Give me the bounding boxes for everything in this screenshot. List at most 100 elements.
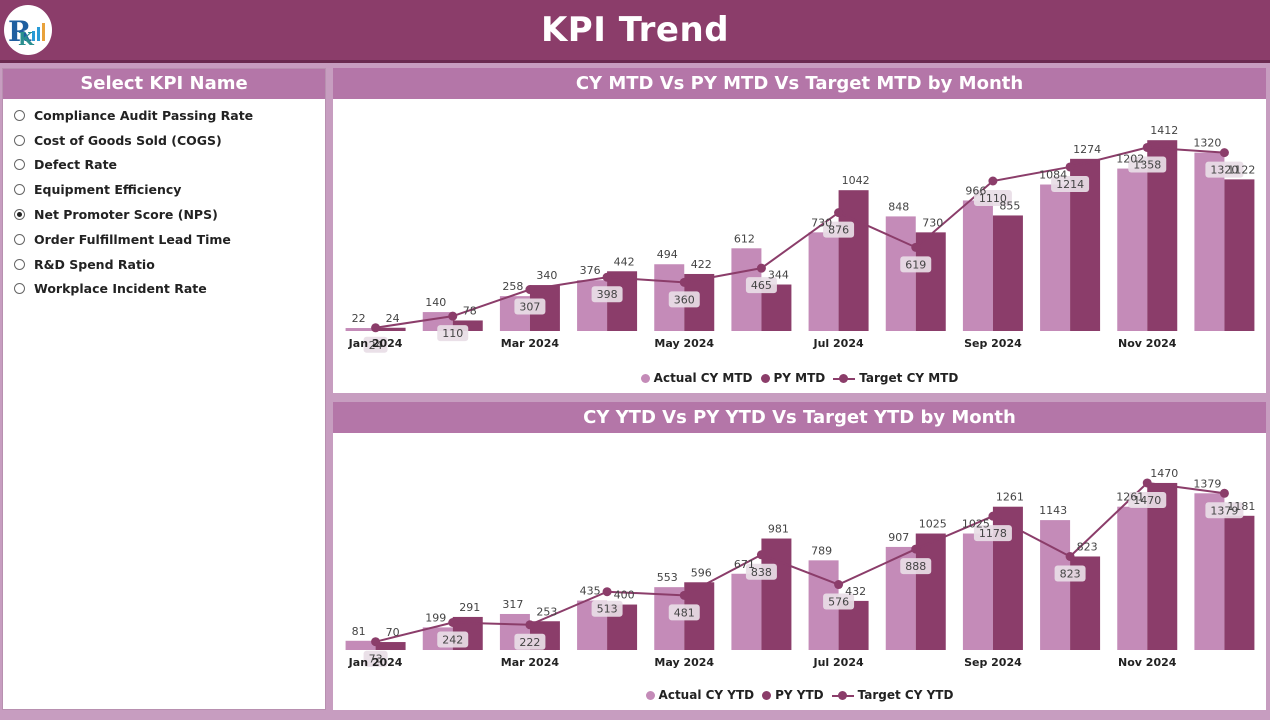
legend-item-py-mtd[interactable]: PY MTD (760, 371, 826, 385)
legend-dot-icon (640, 373, 650, 383)
legend-item-actual-cy-ytd[interactable]: Actual CY YTD (645, 688, 754, 702)
actual-bar (1040, 184, 1071, 331)
x-axis: Jan 2024 Mar 2024 May 2024 Jul 2024 Sep 2024… (348, 656, 1177, 669)
target-label-bg (363, 650, 388, 667)
target-label-text: 888 (905, 560, 926, 573)
actual-value-label: 1320 (1193, 137, 1221, 150)
legend-label: Target CY MTD (859, 371, 959, 385)
legend-line-icon (831, 690, 854, 700)
target-label-text: 619 (905, 258, 926, 271)
slicer-title: Select KPI Name (3, 69, 325, 99)
target-label-bg (1205, 502, 1244, 519)
py-bar (1224, 179, 1255, 331)
target-value-label: 398 (591, 286, 623, 303)
target-label-text: 1470 (1133, 494, 1161, 507)
legend-label: PY YTD (775, 688, 824, 702)
target-point (679, 277, 689, 287)
slicer-item-label: Workplace Incident Rate (34, 281, 207, 297)
slicer-item[interactable]: Cost of Goods Sold (COGS) (3, 128, 325, 153)
slicer-item[interactable]: Workplace Incident Rate (3, 277, 325, 302)
mtd-chart-title: CY MTD Vs PY MTD Vs Target MTD by Month (333, 68, 1266, 99)
slicer-item[interactable]: Equipment Efficiency (3, 177, 325, 202)
target-value-label: 73 (363, 650, 388, 667)
legend-dot-icon (762, 690, 772, 700)
py-value-label: 422 (691, 258, 712, 271)
target-point (756, 263, 766, 273)
actual-value-label: 1025 (962, 518, 990, 531)
actual-value-label: 730 (811, 216, 832, 229)
radio-button-icon[interactable] (14, 233, 25, 245)
radio-button-icon[interactable] (14, 159, 25, 171)
radio-button-icon[interactable] (14, 209, 25, 221)
target-label-text: 876 (828, 224, 849, 237)
legend-item-target-cy-mtd[interactable]: Target CY MTD (833, 371, 958, 385)
target-value-label: 360 (668, 291, 700, 308)
target-value-label: 838 (745, 563, 777, 580)
page-title: KPI Trend (540, 10, 730, 50)
target-label-text: 576 (828, 596, 849, 609)
actual-value-label: 258 (502, 280, 523, 293)
legend-label: Actual CY MTD (653, 371, 753, 385)
data-labels: 22 24 140 78 258 340 376 442 494 422 612 344 730 1042… (352, 124, 1256, 325)
target-label-text: 465 (751, 279, 772, 292)
actual-value-label: 22 (352, 312, 366, 325)
legend-label: PY MTD (773, 371, 826, 385)
target-value-label: 1178 (973, 525, 1012, 542)
target-label-bg (900, 558, 932, 575)
x-tick-label: Nov 2024 (1118, 656, 1177, 669)
py-value-label: 1274 (1073, 143, 1101, 156)
target-label-bg (668, 604, 700, 621)
target-label-text: 398 (597, 288, 618, 301)
slicer-item-label: Compliance Audit Passing Rate (34, 107, 254, 123)
actual-value-label: 140 (425, 296, 446, 309)
slicer-item-label: R&D Spend Ratio (34, 256, 155, 272)
py-value-label: 1470 (1150, 467, 1178, 480)
slicer-item[interactable]: R&D Spend Ratio (3, 252, 325, 277)
target-value-label: 110 (437, 325, 469, 342)
actual-bar (1194, 152, 1225, 331)
target-label-bg (668, 291, 700, 308)
target-label-text: 24 (369, 339, 383, 352)
radio-button-icon[interactable] (14, 258, 25, 270)
target-value-label: 1320 (1205, 161, 1244, 178)
actual-value-label: 81 (352, 625, 366, 638)
target-label-bg (973, 190, 1012, 206)
target-value-label: 1379 (1205, 502, 1244, 519)
radio-button-icon[interactable] (14, 109, 25, 121)
actual-value-label: 1261 (1116, 491, 1144, 504)
py-value-label: 291 (459, 601, 480, 614)
bars (345, 482, 1255, 650)
py-value-label: 1261 (996, 491, 1024, 504)
slicer-item[interactable]: Order Fulfillment Lead Time (3, 227, 325, 252)
target-point (1065, 551, 1075, 561)
target-label-text: 823 (1060, 567, 1081, 580)
slicer-item[interactable]: Net Promoter Score (NPS) (3, 202, 325, 227)
target-label-text: 1379 (1210, 504, 1238, 517)
target-label-text: 1110 (979, 192, 1007, 205)
target-point (1142, 478, 1152, 488)
py-value-label: 596 (691, 566, 712, 579)
legend-item-py-ytd[interactable]: PY YTD (762, 688, 824, 702)
py-value-label: 1412 (1150, 124, 1178, 137)
radio-button-icon[interactable] (14, 283, 25, 295)
target-label-bg (437, 325, 469, 342)
py-value-label: 253 (536, 605, 557, 618)
py-value-label: 442 (614, 255, 635, 268)
radio-button-icon[interactable] (14, 134, 25, 146)
target-value-label: 242 (437, 631, 469, 648)
py-value-label: 432 (845, 585, 866, 598)
target-label-text: 222 (519, 636, 540, 649)
radio-button-icon[interactable] (14, 184, 25, 196)
actual-bar (1040, 520, 1071, 650)
target-label-text: 1320 (1210, 164, 1238, 177)
target-line (375, 146, 1225, 329)
py-bar (375, 642, 406, 650)
legend-item-actual-cy-mtd[interactable]: Actual CY MTD (640, 371, 753, 385)
slicer-item[interactable]: Defect Rate (3, 153, 325, 178)
target-value-label: 619 (900, 256, 932, 273)
slicer-item[interactable]: Compliance Audit Passing Rate (3, 103, 325, 128)
py-value-label: 340 (536, 269, 557, 282)
py-bar (761, 538, 792, 650)
legend-item-target-cy-ytd[interactable]: Target CY YTD (831, 688, 953, 702)
target-point (525, 620, 535, 630)
